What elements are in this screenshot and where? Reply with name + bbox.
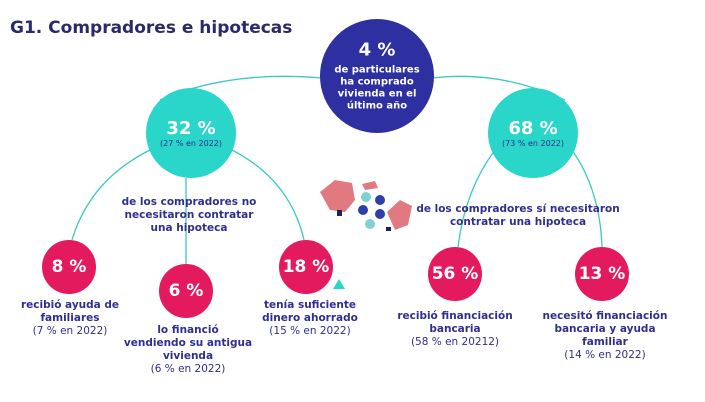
circle-left: [146, 88, 236, 178]
text-line: (15 % en 2022): [269, 325, 351, 337]
text-line: de los compradores sí necesitaron: [416, 203, 620, 215]
value-8: 8 %: [51, 257, 87, 277]
label-18: tenía suficiente dinero ahorrado (15 % en …: [262, 299, 358, 338]
right-sub: (73 % en 2022): [501, 139, 565, 148]
text-line: necesitaron contratar: [124, 209, 254, 221]
top-stat: 4 % de particulares ha comprado vivienda…: [327, 40, 427, 113]
label-6: lo financió vendiendo su antigua vivienda(…: [124, 324, 252, 376]
top-text: vivienda en el: [337, 88, 417, 100]
value-6: 6 %: [168, 281, 204, 301]
text-line: bancaria y ayuda: [554, 323, 656, 335]
left-value: 32 %: [166, 118, 216, 139]
line-left-8: [71, 149, 151, 241]
text-line: (7 % en 2022): [32, 325, 108, 337]
text-line: tenía suficiente: [263, 299, 357, 311]
page-title: G1. Compradores e hipotecas: [10, 18, 293, 38]
value-13: 13 %: [578, 264, 626, 284]
top-text: de particulares: [334, 64, 420, 76]
label-8: recibió ayuda de familiares (7 % en 2022): [21, 299, 119, 338]
text-line: (14 % en 2022): [564, 349, 646, 361]
top-text: ha comprado: [340, 76, 414, 88]
circle-8: [42, 240, 96, 294]
value-56: 56 %: [431, 264, 479, 284]
right-value: 68 %: [508, 118, 558, 139]
text-line: lo financió: [157, 324, 219, 336]
line-right-13: [571, 149, 603, 248]
top-text: último año: [346, 100, 408, 112]
text-line: (6 % en 2022): [150, 363, 226, 375]
circle-top: [320, 19, 434, 133]
circle-13: [575, 247, 629, 301]
left-sub: (27 % en 2022): [159, 139, 223, 148]
value-18: 18 %: [282, 257, 330, 277]
text-line: contratar una hipoteca: [449, 216, 587, 228]
top-value: 4 %: [358, 39, 396, 61]
left-caption: de los compradores no necesitaron contrat…: [122, 196, 257, 235]
text-line: dinero ahorrado: [262, 312, 358, 324]
circle-6: [159, 264, 213, 318]
circle-56: [428, 247, 482, 301]
broken-piggy-bank-icon: [320, 180, 412, 231]
text-line: necesitó financiación: [542, 310, 668, 322]
text-line: familiar: [582, 336, 628, 348]
left-stat: 32 % (27 % en 2022): [160, 118, 222, 148]
text-line: recibió financiación: [397, 310, 513, 322]
circle-right: [488, 88, 578, 178]
text-line: vivienda: [162, 350, 214, 362]
text-line: bancaria: [429, 323, 481, 335]
right-caption: de los compradores sí necesitaron contrat…: [416, 203, 619, 229]
text-line: (58 % en 20212): [410, 336, 500, 348]
text-line: recibió ayuda de: [20, 299, 120, 311]
triangle-icon: [333, 279, 345, 289]
line-left-18: [231, 149, 305, 241]
text-line: de los compradores no: [121, 196, 257, 208]
circle-18: [279, 240, 333, 294]
text-line: vendiendo su antigua: [123, 337, 253, 349]
label-13: necesitó financiación bancaria y ayuda fam…: [543, 310, 668, 362]
label-56: recibió financiación bancaria (58 % en 202…: [397, 310, 512, 349]
right-stat: 68 % (73 % en 2022): [502, 118, 564, 148]
text-line: una hipoteca: [150, 222, 228, 234]
text-line: familiares: [40, 312, 100, 324]
line-right-56: [457, 149, 496, 248]
